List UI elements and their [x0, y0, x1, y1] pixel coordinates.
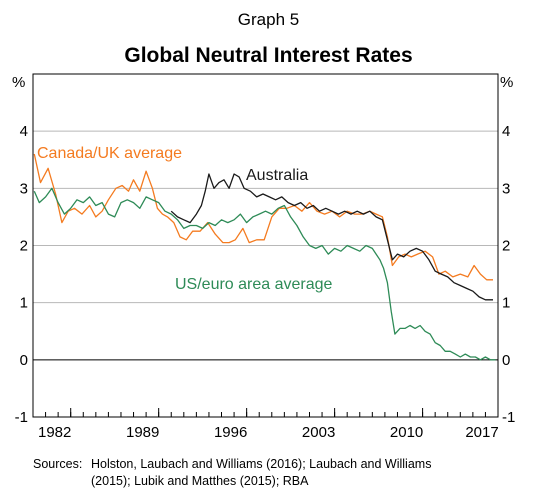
y-tick-label-right: 2	[502, 238, 510, 255]
y-axis-ticks: 4 4 3 3 2 2 1 1 0 0 -1 -1	[15, 123, 516, 426]
series-lines	[33, 153, 496, 361]
sources-label: Sources:	[33, 457, 83, 471]
plot-frame	[32, 73, 499, 418]
y-tick-label-left: 1	[20, 295, 28, 312]
series-line-1	[170, 173, 493, 301]
y-tick-label-right: 3	[502, 180, 510, 197]
y-tick-label-left: 4	[20, 123, 28, 140]
sources-line-2: (2015); Lubik and Matthes (2015); RBA	[91, 474, 309, 488]
series-annotation-0: Canada/UK average	[37, 145, 182, 162]
graph-number: Graph 5	[237, 10, 300, 29]
series-annotations: Canada/UK average Australia US/euro area a…	[37, 145, 333, 293]
x-tick-label: 2017	[465, 424, 498, 441]
x-tick-label: 2003	[302, 424, 335, 441]
x-axis-ticks: 1982 1989 1996 2003 2010 2017	[32, 408, 499, 441]
y-tick-label-right: 1	[502, 295, 510, 312]
x-tick-label: 2010	[390, 424, 423, 441]
series-line-0	[33, 153, 493, 281]
x-tick-label: 1982	[38, 424, 71, 441]
x-tick-label: 1996	[214, 424, 247, 441]
y-axis-label-right: %	[500, 74, 513, 91]
y-tick-label-right: 0	[502, 352, 510, 369]
gridlines	[33, 130, 498, 361]
series-line-2	[33, 187, 496, 361]
sources-line-1: Holston, Laubach and Williams (2016); La…	[91, 457, 432, 471]
y-tick-label-right: 4	[502, 123, 510, 140]
y-tick-label-right: -1	[502, 409, 515, 426]
y-axis-label-left: %	[12, 74, 25, 91]
y-tick-label-left: 0	[20, 352, 28, 369]
x-tick-label: 1989	[126, 424, 159, 441]
series-annotation-1: Australia	[246, 167, 308, 184]
series-annotation-2: US/euro area average	[175, 276, 333, 293]
chart-title: Global Neutral Interest Rates	[124, 44, 413, 67]
line-chart: 1982 1989 1996 2003 2010 2017 4 43 32 21 10 0-1 -1 …	[12, 73, 516, 441]
y-tick-label-left: 3	[20, 180, 28, 197]
y-tick-label-left: -1	[15, 409, 28, 426]
sources-note: Sources: Holston, Laubach and Williams (2…	[33, 456, 511, 490]
y-tick-label-left: 2	[20, 238, 28, 255]
